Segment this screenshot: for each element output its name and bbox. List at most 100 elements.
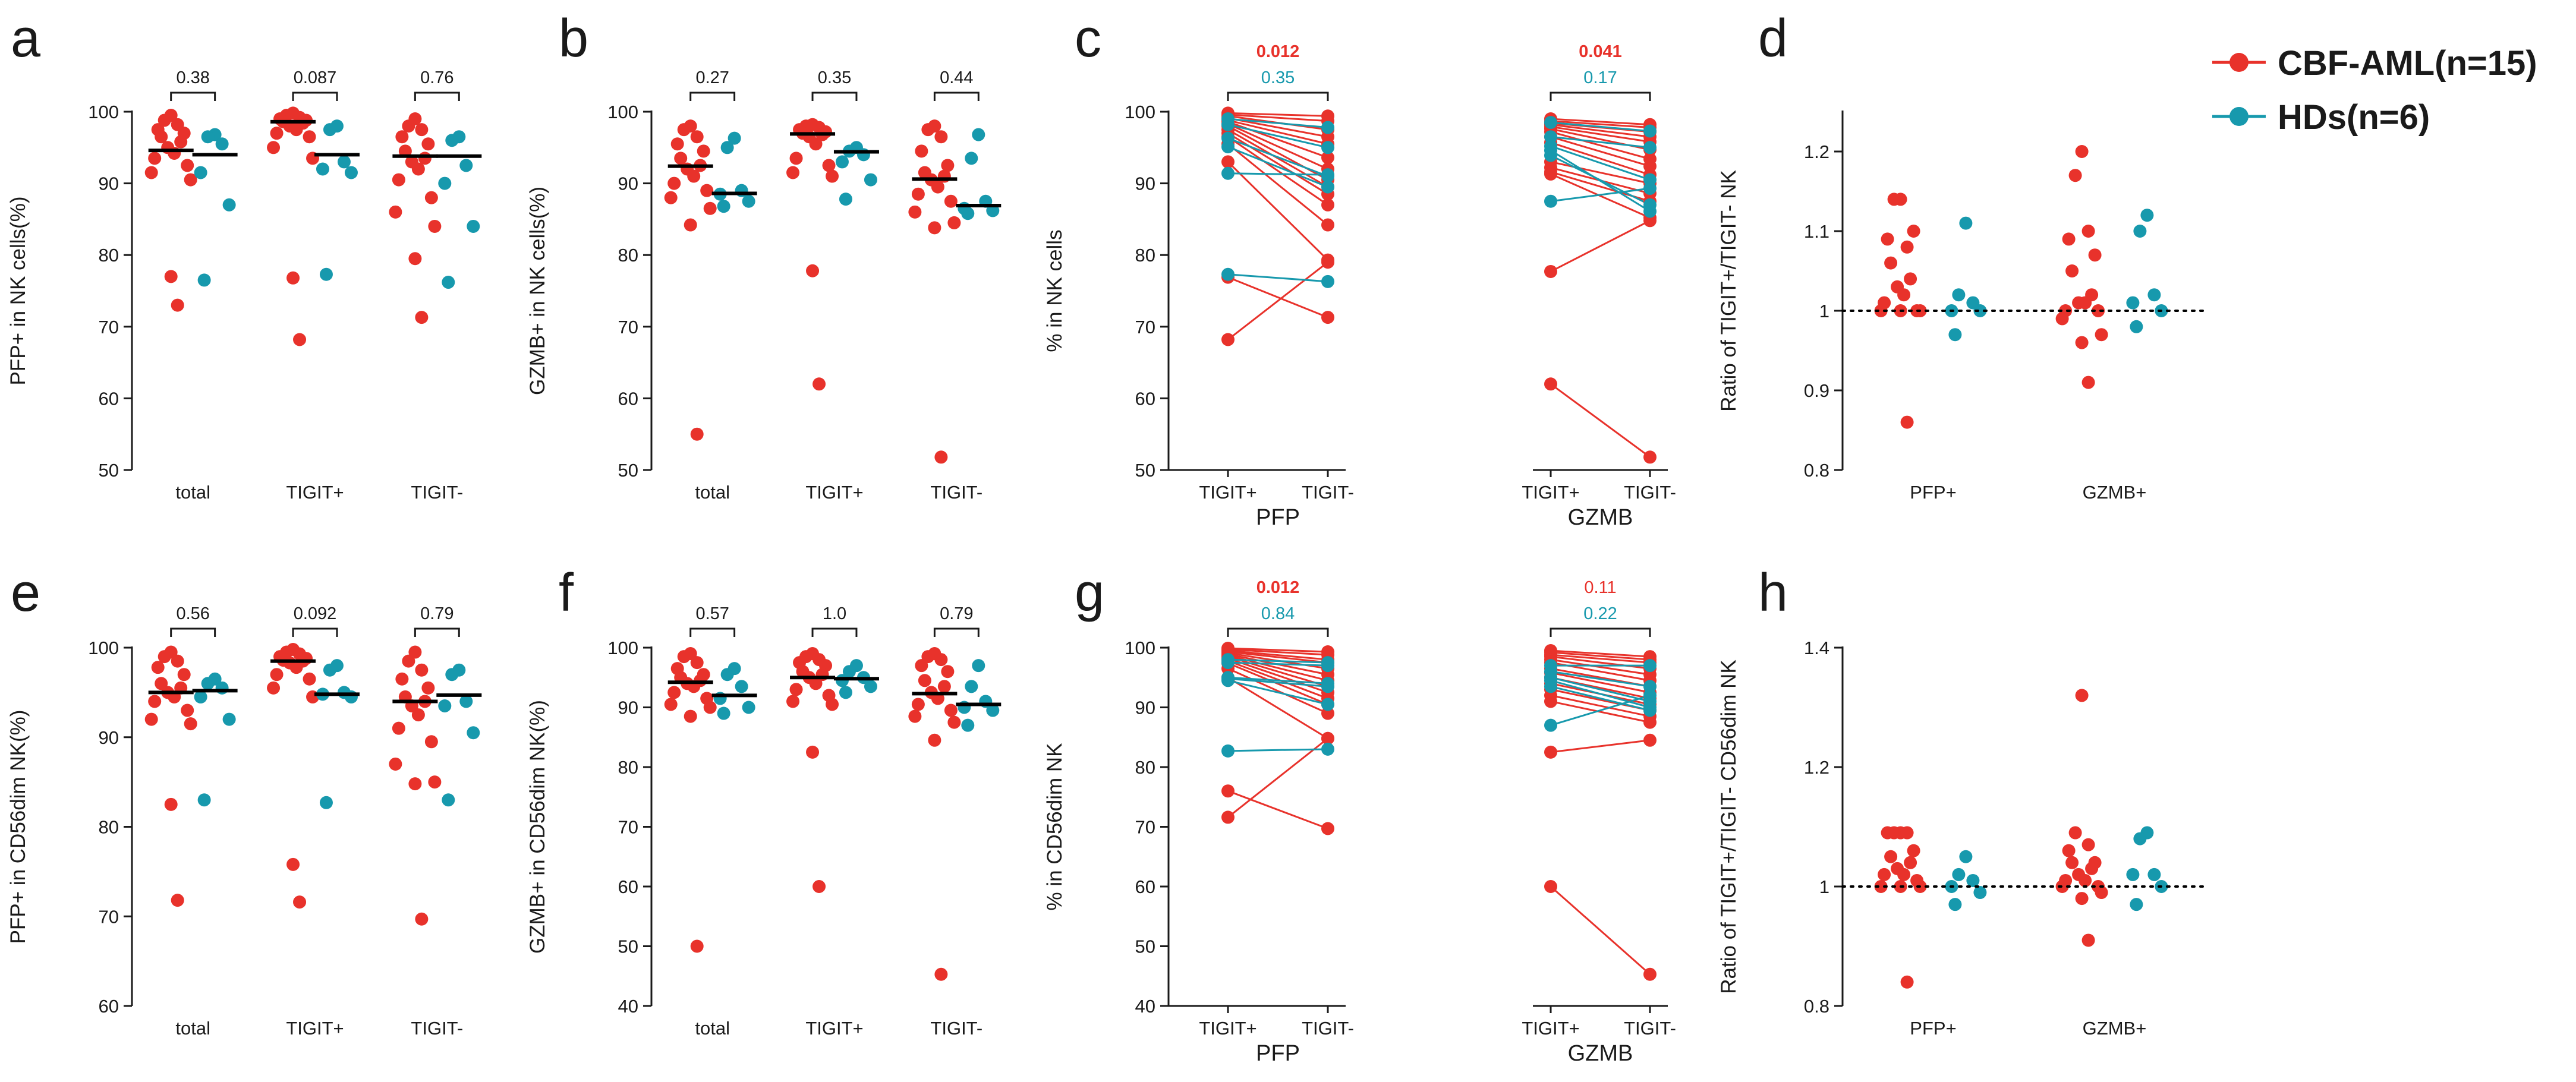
cbf-pair-line xyxy=(1550,135,1651,168)
cbf-point xyxy=(1643,450,1657,464)
y-tick-label: 70 xyxy=(1135,317,1155,337)
hd-point xyxy=(1321,742,1334,756)
cbf-point xyxy=(690,656,704,670)
hd-point xyxy=(2140,209,2154,222)
hd-point xyxy=(2147,288,2161,302)
hd-point xyxy=(1321,180,1334,194)
hd-point xyxy=(1221,674,1235,687)
hd-point xyxy=(1221,140,1235,154)
hd-point xyxy=(222,198,236,212)
cbf-point xyxy=(690,427,704,441)
hd-point xyxy=(438,176,452,190)
y-tick-label: 60 xyxy=(618,876,638,897)
hd-point xyxy=(1544,194,1557,208)
cbf-point xyxy=(408,645,422,659)
hd-point xyxy=(1544,718,1557,732)
cbf-pair-line xyxy=(1227,128,1328,188)
y-tick-label: 1 xyxy=(1819,876,1829,897)
hd-pair-line xyxy=(1227,658,1328,664)
cbf-point xyxy=(2079,873,2092,887)
pvalue-label: 0.79 xyxy=(420,604,454,623)
cbf-pair-line xyxy=(1227,135,1328,206)
hd-pair-line xyxy=(1550,685,1651,711)
cbf-point xyxy=(1544,880,1557,893)
cbf-point xyxy=(148,695,162,708)
cbf-pair-line xyxy=(1227,662,1328,705)
cbf-point xyxy=(174,135,188,149)
cbf-pair-line xyxy=(1550,120,1651,129)
cbf-point xyxy=(687,169,701,183)
cbf-point xyxy=(2081,933,2095,947)
panel-e: 60 70 80 90 100 PFP+ in CD56dim NK(%) e total 0.… xyxy=(7,563,482,1039)
hd-point xyxy=(1321,659,1334,673)
cbf-point xyxy=(1643,715,1657,729)
cbf-point xyxy=(928,733,941,747)
cbf-pair-line xyxy=(1227,655,1328,687)
hd-point xyxy=(344,166,358,179)
hd-point xyxy=(459,159,473,172)
cbf-point xyxy=(806,264,820,277)
hd-pair-line xyxy=(1550,676,1651,702)
cbf-point xyxy=(670,137,684,151)
y-tick-label: 90 xyxy=(618,174,638,194)
cbf-point xyxy=(389,757,402,771)
cbf-point xyxy=(155,130,168,144)
cbf-point xyxy=(664,698,678,711)
cbf-point xyxy=(911,187,925,201)
y-tick-label: 100 xyxy=(1125,638,1155,658)
cbf-point xyxy=(389,205,402,219)
hd-point xyxy=(467,219,480,233)
hd-point xyxy=(864,173,877,187)
cbf-point xyxy=(428,219,442,233)
y-tick-label: 80 xyxy=(99,245,119,266)
hd-point xyxy=(2126,296,2140,310)
cbf-point xyxy=(2085,862,2099,875)
cbf-pair-line xyxy=(1550,160,1651,185)
pvalue-label: 0.57 xyxy=(695,604,729,623)
pvalue-cbf-label: 0.041 xyxy=(1579,42,1622,61)
cbf-pair-line xyxy=(1227,132,1328,195)
cbf-point xyxy=(789,152,803,165)
hd-point xyxy=(842,665,856,679)
y-tick-label: 60 xyxy=(99,388,119,409)
cbf-point xyxy=(1643,214,1657,228)
cbf-point xyxy=(289,123,303,137)
cbf-point xyxy=(826,698,839,711)
cbf-point xyxy=(267,681,281,695)
panel-b: 50 60 70 80 90 100 GZMB+ in NK cells(%) b total 0… xyxy=(526,9,1002,503)
hd-point xyxy=(1221,166,1235,180)
cbf-point xyxy=(2095,328,2108,342)
legend-cbf-dot xyxy=(2229,53,2249,72)
hd-point xyxy=(1221,744,1235,758)
cbf-pair-line xyxy=(1227,657,1328,693)
hd-point xyxy=(2133,832,2147,846)
cbf-point xyxy=(915,144,928,158)
hd-point xyxy=(201,677,215,690)
cbf-point xyxy=(941,159,955,172)
cbf-point xyxy=(415,663,429,677)
cbf-pair-line xyxy=(1227,276,1328,318)
cbf-point xyxy=(270,668,284,682)
hd-point xyxy=(319,267,333,281)
hd-point xyxy=(986,704,1000,717)
cbf-point xyxy=(1321,198,1334,212)
cbf-pair-line xyxy=(1550,885,1651,975)
legend-hd-dot xyxy=(2229,107,2249,126)
x-tick-label: total xyxy=(175,482,210,503)
x-tick-label: TIGIT+ xyxy=(1522,482,1579,503)
hd-point xyxy=(215,681,229,695)
y-axis-label: Ratio of TIGIT+/TIGIT- CD56dim NK xyxy=(1717,660,1740,993)
cbf-pair-line xyxy=(1550,383,1651,458)
cbf-point xyxy=(1643,967,1657,981)
cbf-point xyxy=(424,191,438,204)
pvalue-label: 0.44 xyxy=(940,68,973,87)
hd-pair-line xyxy=(1550,145,1651,181)
cbf-point xyxy=(1900,975,1914,989)
panel-h: 0.8 1 1.2 1.4 Ratio of TIGIT+/TIGIT- CD56dim… xyxy=(1717,563,2206,1039)
y-tick-label: 50 xyxy=(618,460,638,481)
cbf-pair-line xyxy=(1550,124,1651,138)
x-tick-label: TIGIT+ xyxy=(805,482,863,503)
cbf-point xyxy=(1321,706,1334,720)
x-tick-label: GZMB+ xyxy=(2083,1018,2147,1039)
